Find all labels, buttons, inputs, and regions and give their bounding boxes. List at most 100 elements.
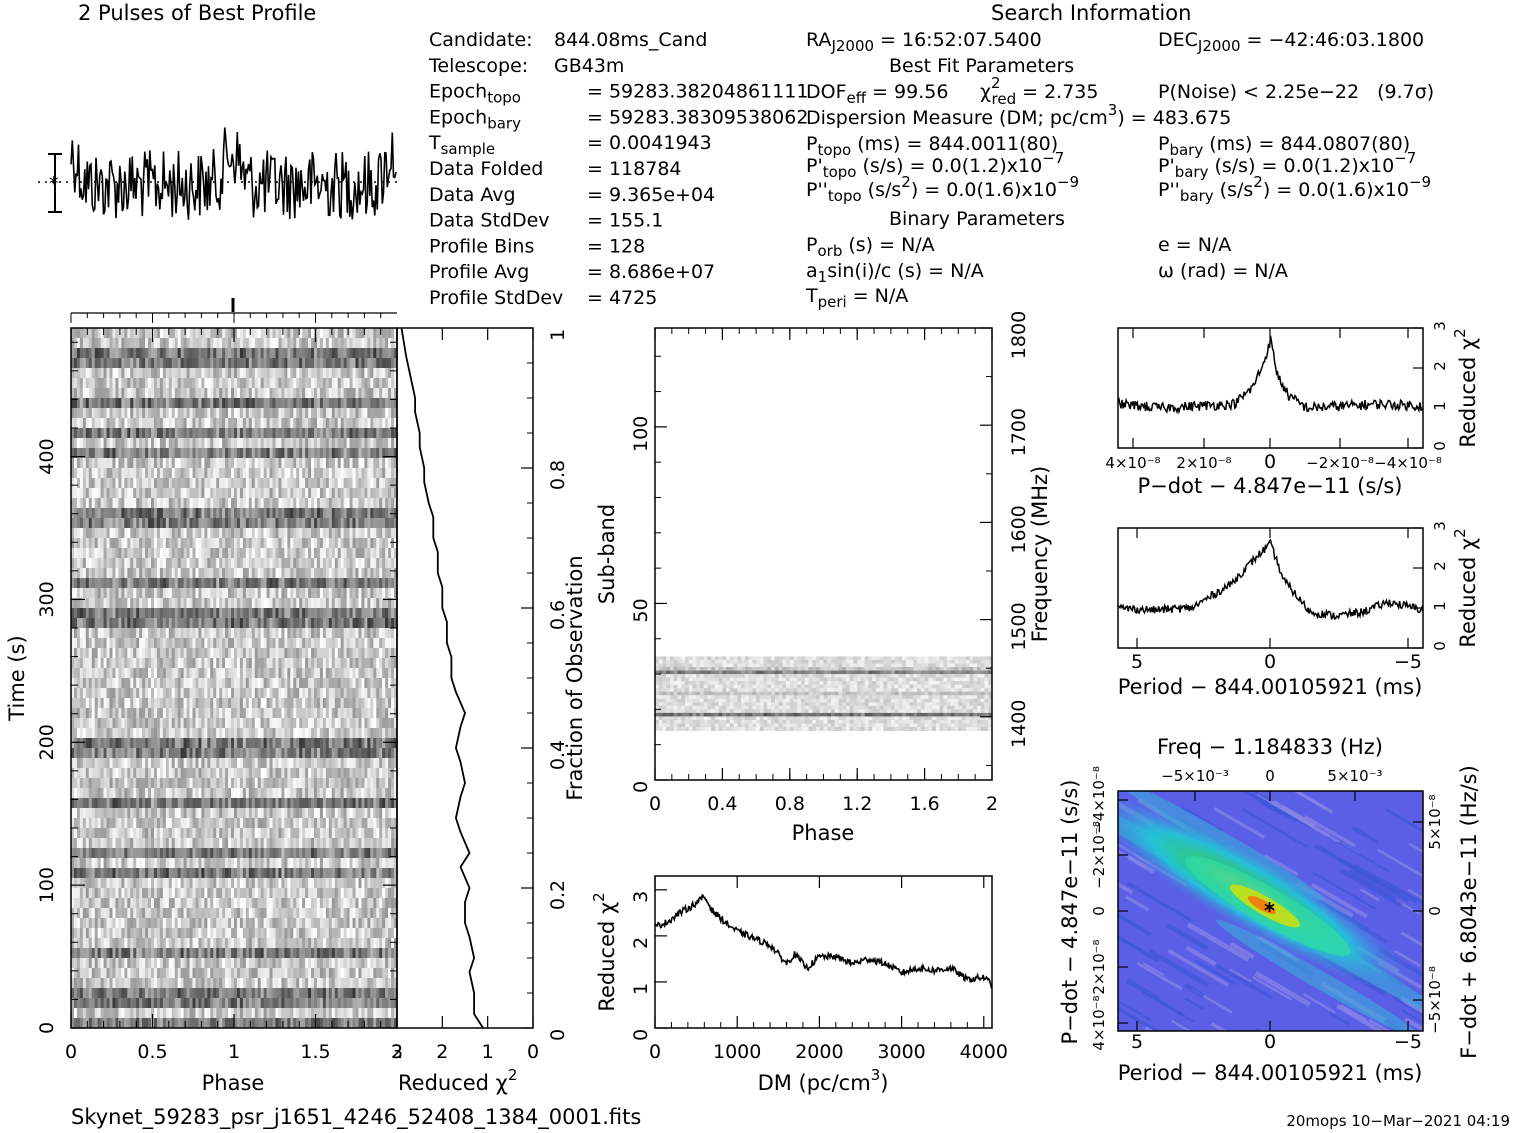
right-chi-tick-label: 3 <box>1431 321 1449 331</box>
phase2-tick-label: 1.6 <box>909 793 939 815</box>
subband-heatmap <box>655 656 993 731</box>
right-x-tick-label: 5 <box>1131 651 1143 673</box>
eccentricity: e = N/A <box>1158 234 1231 256</box>
pdot-line <box>1117 335 1424 415</box>
phase2-tick-label: 1.2 <box>842 793 872 815</box>
reduced-chi-r1-label: Reduced χ2 <box>1451 328 1480 447</box>
phase2-tick-label: 0 <box>649 793 661 815</box>
dm-y-tick-label: 1 <box>630 983 652 995</box>
p-orb: Porb (s) = N/A <box>806 234 935 260</box>
subband-ticks: 0 50 100 1400 1500 1600 1700 1800 0 0.4 0.8 1.2 1.6 2 <box>630 311 1030 815</box>
contour-x-tick-label: 0 <box>1264 1031 1276 1053</box>
right-chi-tick-label: 0 <box>1431 641 1449 651</box>
omega: ω (rad) = N/A <box>1158 260 1288 282</box>
cand-info-key: Epochbary <box>429 106 521 132</box>
best-fit-header: Best Fit Parameters <box>889 55 1074 77</box>
chi-time-line <box>400 327 484 1029</box>
pdot-bary: P'bary (s/s) = 0.0(1.2)x10−7 <box>1158 149 1416 181</box>
freq-tick-label: 1500 <box>1008 602 1030 650</box>
pdot-frame <box>1117 327 1424 449</box>
t-peri: Tperi = N/A <box>805 285 908 311</box>
search-info-title: Search Information <box>991 1 1191 25</box>
cand-info-value: = 128 <box>587 235 645 257</box>
phase-tick-label: 2 <box>391 1041 403 1063</box>
period-frame <box>1117 527 1424 649</box>
reduced-chi-label: Reduced χ2 <box>398 1066 517 1095</box>
cand-info-key: Profile Avg <box>429 261 529 283</box>
pnoise: P(Noise) < 2.25e−22 (9.7σ) <box>1158 81 1434 103</box>
contour-panel: * −5×10⁻³ 0 5×10⁻³ 5 0 −5 4×10⁻⁸2×10⁻⁸ 0 −2×10⁻⁸… <box>1058 735 1481 1085</box>
contour-peak-marker: * <box>1264 899 1275 923</box>
chi-time-panel: 3 2 1 000.20.40.60.81 Reduced χ2 Fraction o… <box>391 327 587 1095</box>
contour-right-tick-label: 0 <box>1426 906 1444 916</box>
reduced-chi-r2-label: Reduced χ2 <box>1451 528 1480 647</box>
dm-panel: 0 1000 2000 3000 4000 0 1 2 3 DM (pc/cm3) Reduce… <box>590 875 1008 1095</box>
fraction-tick-label: 0.8 <box>547 460 569 490</box>
period-ticks: 0 1 2 3 5 0 −5 <box>1131 521 1449 673</box>
cand-info-value: = 4725 <box>587 287 657 309</box>
dm-tick-label: 1000 <box>713 1041 761 1063</box>
time-phase-ticks: 0 100 200 300 400 0 0.5 1 1.5 2 <box>36 312 403 1063</box>
dm-tick-label: 3000 <box>877 1041 925 1063</box>
chi-tick-label: 1 <box>482 1041 494 1063</box>
pdot-topo: P'topo (s/s) = 0.0(1.2)x10−7 <box>806 149 1064 181</box>
pddot-topo: P''topo (s/s2) = 0.0(1.6)x10−9 <box>806 173 1079 205</box>
dm-line: Dispersion Measure (DM; pc/cm3) = 483.67… <box>806 101 1231 129</box>
time-tick-label: 300 <box>36 581 58 617</box>
p-bary: Pbary (ms) = 844.0807(80) <box>1158 133 1410 159</box>
time-tick-label: 100 <box>36 867 58 903</box>
cand-info-value: = 59283.38204861111 <box>587 81 808 103</box>
p-topo: Ptopo (ms) = 844.0011(80) <box>806 133 1058 159</box>
time-label: Time (s) <box>5 635 29 721</box>
time-phase-panel: 0 100 200 300 400 0 0.5 1 1.5 2 Time (s) Phase <box>5 312 403 1095</box>
dm-tick-label: 0 <box>649 1041 661 1063</box>
cand-info-value: = 8.686e+07 <box>587 261 715 283</box>
footer-stamp: 20mops 10−Mar−2021 04:19 <box>1286 1112 1510 1130</box>
chi-tick-label: 0 <box>527 1041 539 1063</box>
right-x-tick-label: −5 <box>1394 651 1422 673</box>
pdot-left-label: P−dot − 4.847e−11 (s/s) <box>1058 780 1082 1045</box>
dm-frame <box>654 875 993 1029</box>
fraction-tick-label: 0 <box>547 1029 569 1041</box>
right-chi-tick-label: 2 <box>1431 361 1449 371</box>
period2-label: Period − 844.00105921 (ms) <box>1118 1061 1423 1085</box>
freq-tick-label: 1600 <box>1008 505 1030 553</box>
cand-info-key: Candidate: <box>429 29 533 51</box>
cand-info-value: 844.08ms_Cand <box>554 29 707 51</box>
dm-y-tick-label: 2 <box>630 937 652 949</box>
profile-errorbar <box>48 153 62 213</box>
contour-left-tick-label: 4×10⁻⁸ <box>1090 995 1108 1050</box>
dm-label: DM (pc/cm3) <box>758 1066 889 1095</box>
fraction-tick-label: 0.4 <box>547 740 569 770</box>
dm-tick-label: 2000 <box>795 1041 843 1063</box>
right-chi-tick-label: 1 <box>1431 401 1449 411</box>
dof: DOFeff = 99.56 <box>806 81 948 107</box>
footer-filename: Skynet_59283_psr_j1651_4246_52408_1384_0… <box>71 1105 641 1130</box>
contour-right-tick-label: −5×10⁻⁸ <box>1426 966 1444 1034</box>
cand-info-value: = 0.0041943 <box>587 132 712 154</box>
profile-title: 2 Pulses of Best Profile <box>78 1 316 25</box>
contour-left-tick-label: −4×10⁻⁸ <box>1090 766 1108 834</box>
phase-tick-label: 0.5 <box>137 1041 167 1063</box>
right-chi-tick-label: 3 <box>1431 521 1449 531</box>
right-chi-tick-label: 2 <box>1431 561 1449 571</box>
phase-tick-label: 1.5 <box>300 1041 330 1063</box>
fraction-tick-label: 0.2 <box>547 880 569 910</box>
dec: DECJ2000 = −42:46:03.1800 <box>1158 29 1424 55</box>
candidate-info: Candidate: 844.08ms_Cand Telescope: GB43m Ep… <box>428 29 808 309</box>
period-label: Period − 844.00105921 (ms) <box>1118 675 1423 699</box>
dm-y-tick-label: 0 <box>630 1029 652 1041</box>
chi-tick-label: 2 <box>436 1041 448 1063</box>
time-tick-label: 400 <box>36 438 58 474</box>
freq-top-tick-label: 0 <box>1265 767 1275 785</box>
contour-x-tick-label: −5 <box>1394 1031 1422 1053</box>
pdot-ticks: 0 1 2 3 4×10⁻⁸ 2×10⁻⁸ 0 −2×10⁻⁸ −4×10⁻⁸ <box>1105 321 1449 473</box>
chi-tick-label: 3 <box>391 1041 403 1063</box>
time-tick-label: 0 <box>36 1022 58 1034</box>
cand-info-key: Data Folded <box>429 158 543 180</box>
right-chi-tick-label: 0 <box>1431 441 1449 451</box>
contour-left-tick-label: −2×10⁻⁸ <box>1090 821 1108 889</box>
dm-tick-label: 4000 <box>960 1041 1008 1063</box>
cand-info-value: = 118784 <box>587 158 682 180</box>
